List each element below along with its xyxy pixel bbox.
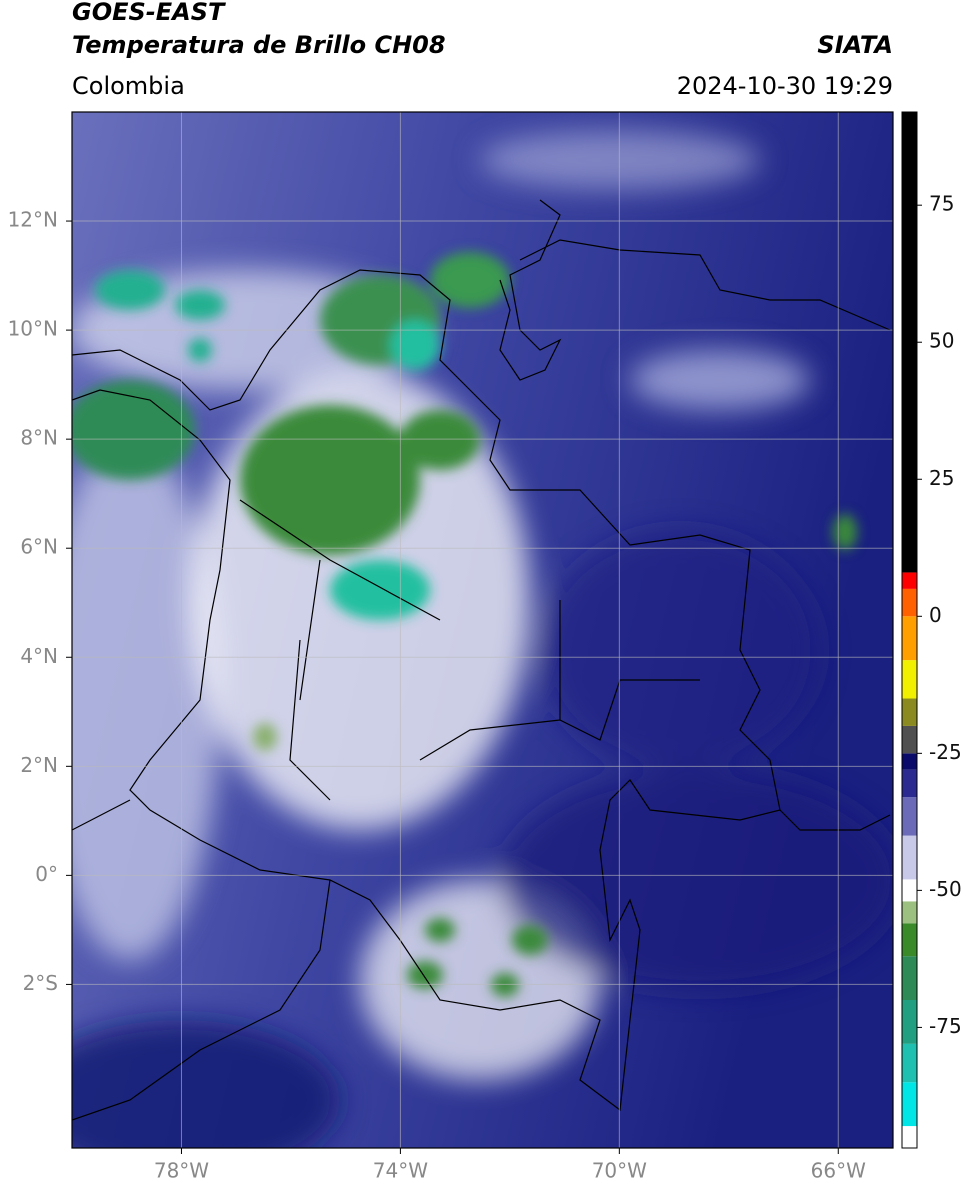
lat-tick-label: 10°N xyxy=(8,317,58,341)
colorbar-segment xyxy=(902,753,917,770)
colorbar-tick-label: 0 xyxy=(929,603,942,627)
lat-tick-label: 0° xyxy=(35,862,58,886)
lat-tick-label: 2°N xyxy=(20,753,58,777)
title-line2: Temperatura de Brillo CH08 xyxy=(72,31,446,59)
colorbar-segment xyxy=(902,956,917,1000)
datetime: 2024-10-30 19:29 xyxy=(677,72,893,100)
map-frame xyxy=(71,111,894,1149)
lat-tick-label: 2°S xyxy=(23,971,58,995)
colorbar-tick-label: -25 xyxy=(929,740,962,764)
colorbar-segment xyxy=(902,660,917,699)
lat-tick-label: 8°N xyxy=(20,426,58,450)
colorbar-segment xyxy=(902,588,917,617)
colorbar-segment xyxy=(902,698,917,726)
colorbar-segment xyxy=(902,879,917,902)
colorbar-tick-label: 25 xyxy=(929,466,954,490)
lon-tick-label: 74°W xyxy=(373,1159,428,1183)
lat-tick-label: 4°N xyxy=(20,644,58,668)
colorbar-tick-label: 75 xyxy=(929,192,954,216)
colorbar-segment xyxy=(902,616,917,661)
colorbar-segment xyxy=(902,1082,917,1127)
colorbar-segment xyxy=(902,901,917,924)
region: Colombia xyxy=(72,72,185,100)
lon-tick-label: 70°W xyxy=(592,1159,647,1183)
colorbar-segment xyxy=(902,1000,917,1044)
lat-tick-label: 6°N xyxy=(20,535,58,559)
colorbar-segment xyxy=(902,769,917,798)
colorbar-segment xyxy=(902,923,917,957)
lon-tick-label: 66°W xyxy=(811,1159,866,1183)
source: SIATA xyxy=(817,31,893,59)
colorbar-segment xyxy=(902,1126,917,1148)
colorbar-tick-label: 50 xyxy=(929,329,954,353)
lat-tick-label: 12°N xyxy=(8,208,58,232)
colorbar-segment xyxy=(902,112,917,573)
title-line1: GOES-EAST xyxy=(72,0,226,26)
satellite-image xyxy=(72,112,893,1148)
colorbar-segment xyxy=(902,572,917,589)
colorbar-segment xyxy=(902,797,917,836)
colorbar-segment xyxy=(902,1043,917,1083)
lon-tick-label: 78°W xyxy=(154,1159,209,1183)
colorbar-segment xyxy=(902,725,917,754)
colorbar-segment xyxy=(902,835,917,880)
colorbar-frame xyxy=(901,111,918,1149)
colorbar-tick-label: -75 xyxy=(929,1014,962,1038)
colorbar-tick-label: -50 xyxy=(929,877,962,901)
